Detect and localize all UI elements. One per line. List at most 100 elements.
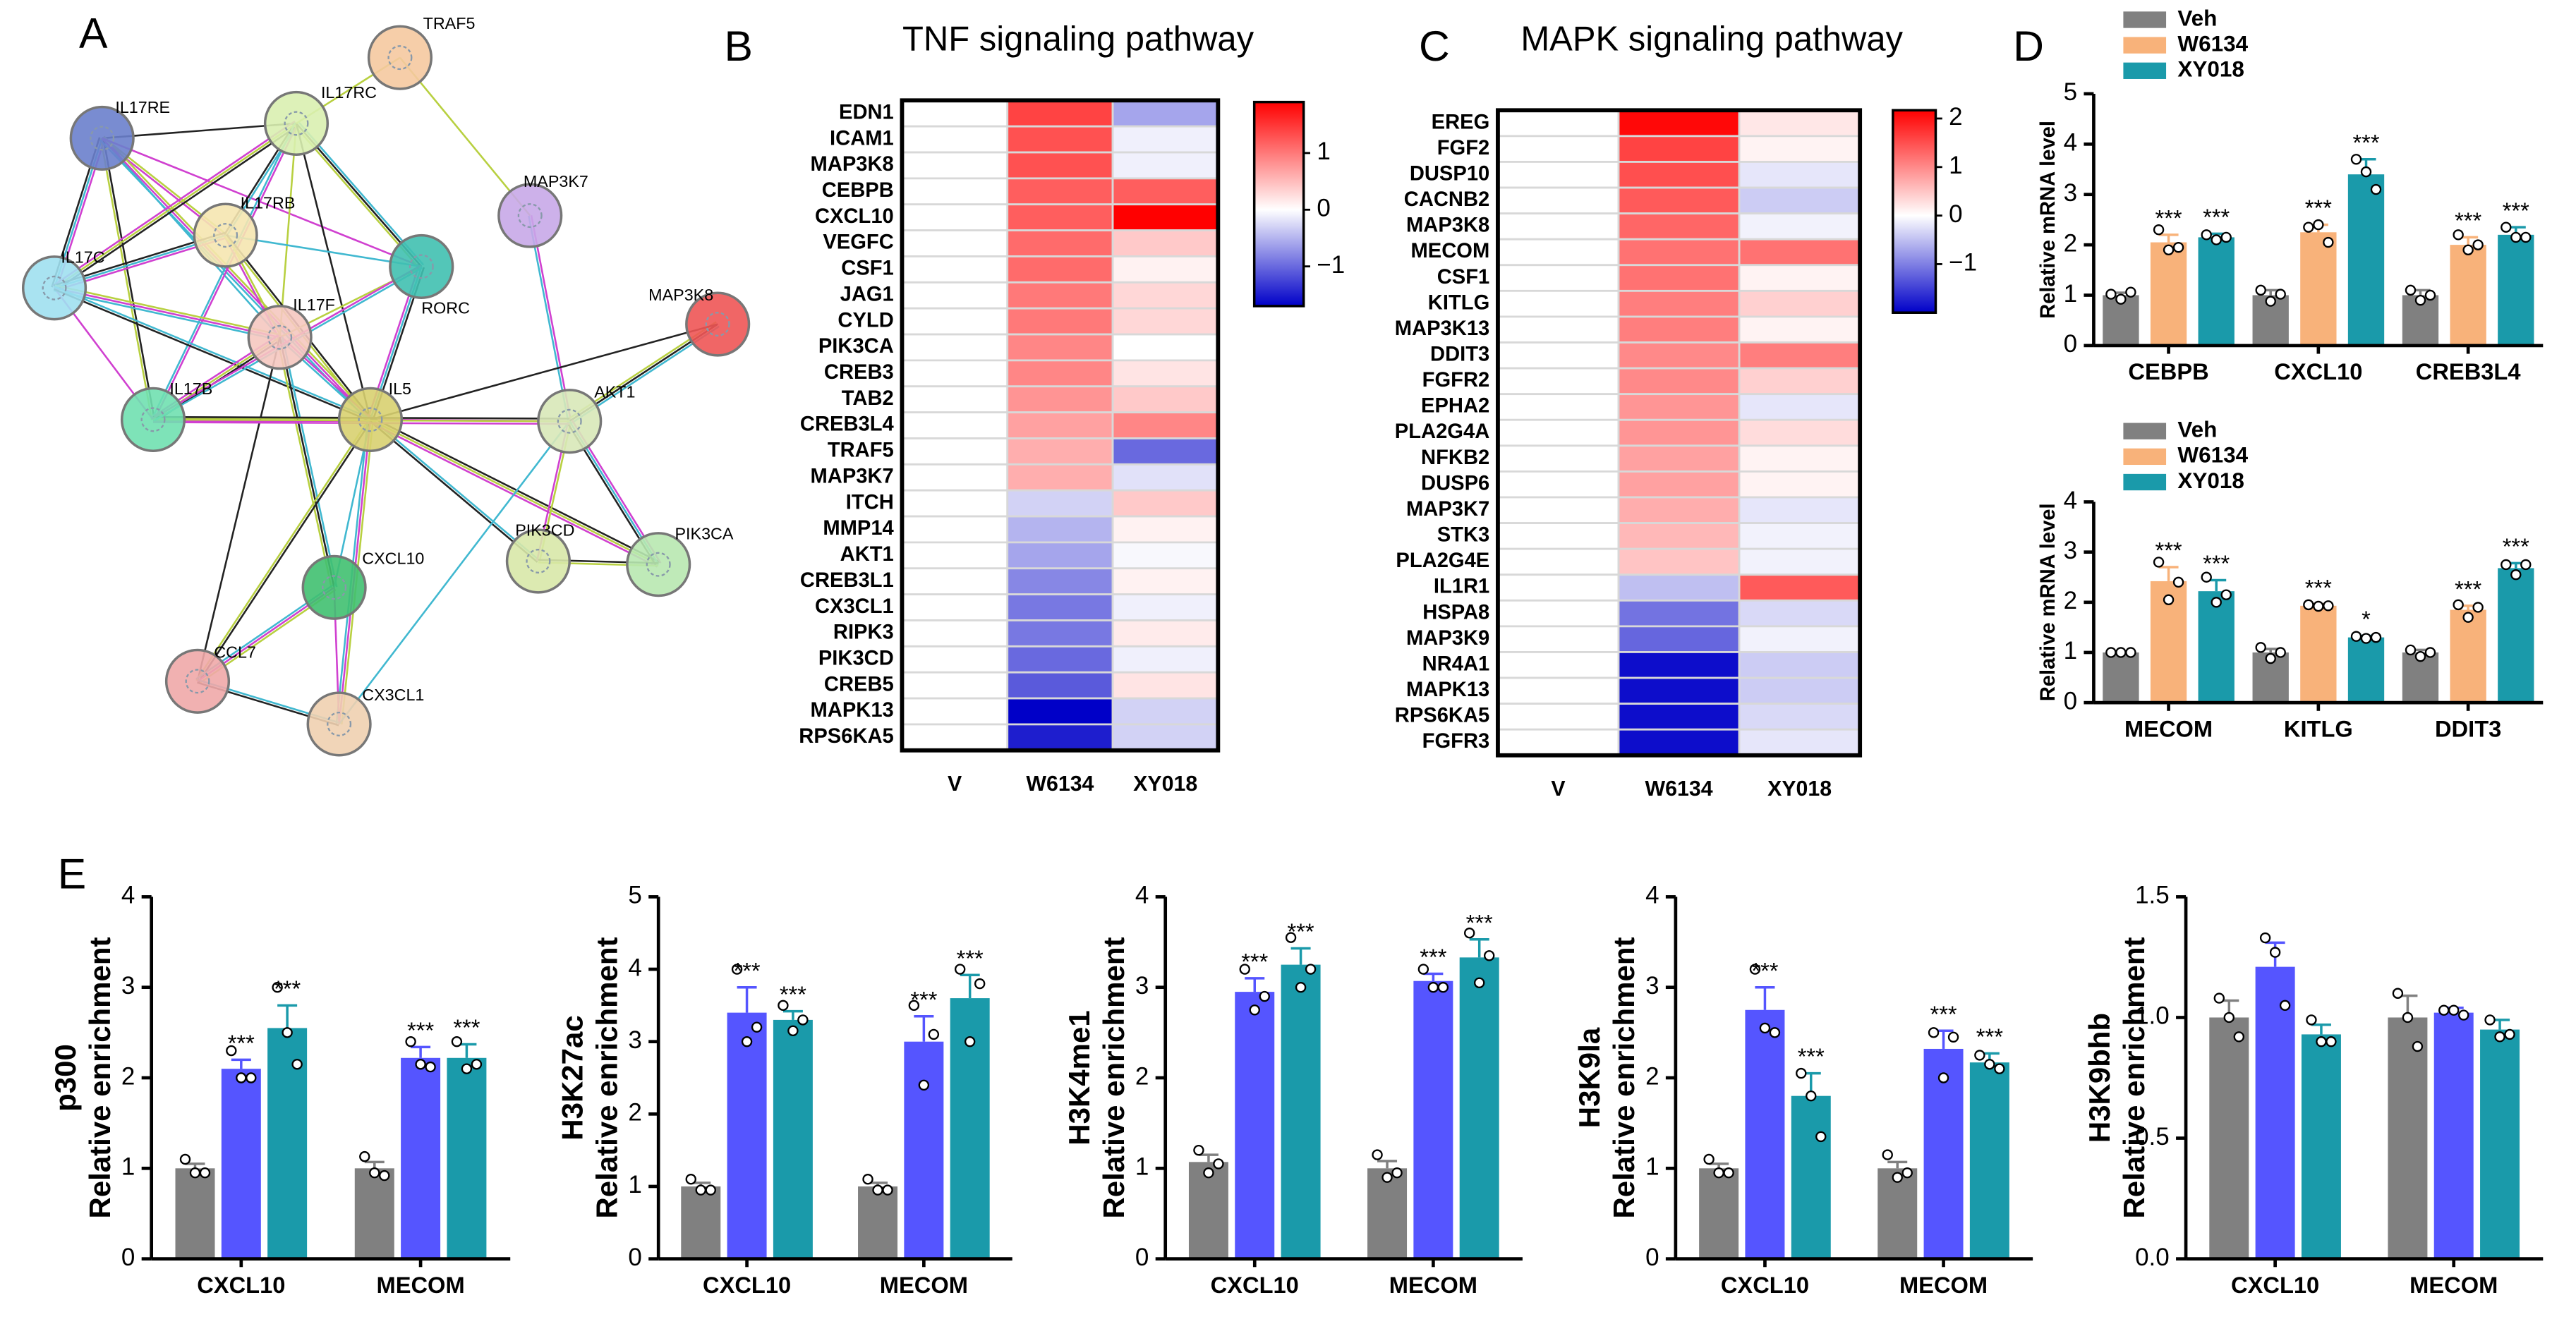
heatmap-cell [1738, 625, 1861, 653]
network-edge [198, 420, 373, 683]
network-edge [102, 138, 156, 420]
y-axis-label: H3K27ac [555, 1015, 588, 1140]
bar [175, 1168, 215, 1259]
data-point [2484, 1014, 2496, 1026]
significance-label: *** [1288, 918, 1314, 945]
colorbar [1892, 109, 1937, 314]
data-point [2306, 1014, 2317, 1026]
network-node-label: AKT1 [594, 383, 635, 401]
heatmap-cell [1738, 651, 1861, 679]
row-label: VEGFC [823, 231, 893, 254]
heatmap-cell [1496, 367, 1620, 396]
heatmap-cell [901, 151, 1009, 180]
network-node [685, 291, 751, 357]
data-point [1372, 1149, 1383, 1160]
data-point [1305, 964, 1317, 975]
data-point [189, 1167, 201, 1179]
heatmap-cell [1111, 645, 1219, 674]
heatmap-cell [901, 229, 1009, 257]
bar [681, 1186, 721, 1259]
network-edge [99, 138, 153, 420]
network-edge [370, 418, 659, 566]
heatmap-cell [901, 411, 1009, 439]
data-point [1892, 1172, 1903, 1183]
significance-label: *** [2305, 574, 2332, 600]
heatmap-cell [1111, 515, 1219, 544]
row-label: FGFR2 [1422, 369, 1490, 391]
x-tick-label: CEBPB [2128, 358, 2208, 384]
heatmap-cell [1111, 359, 1219, 388]
data-point [272, 982, 283, 993]
y-tick-label: 4 [2064, 129, 2077, 157]
heatmap-cell [1111, 567, 1219, 596]
heatmap-cell [1496, 135, 1620, 163]
heatmap-cell [1006, 307, 1114, 336]
heatmap-cell [1738, 418, 1861, 447]
y-tick-label: 2 [2064, 587, 2077, 614]
bar [1877, 1168, 1918, 1259]
row-label: PLA2G4E [1396, 549, 1489, 572]
data-point [2438, 1004, 2450, 1016]
data-point [2105, 289, 2117, 300]
network-node [164, 648, 231, 714]
node-structure [185, 669, 210, 694]
network-edge [279, 123, 298, 338]
bar [2301, 1034, 2341, 1259]
heatmap-cell [1496, 522, 1620, 550]
data-point [2424, 289, 2436, 301]
data-point [2201, 571, 2212, 583]
network-edge [101, 138, 281, 339]
heatmap-cell [1496, 573, 1620, 602]
y-tick-label: 0.0 [2135, 1244, 2170, 1271]
heatmap-cell [1617, 341, 1741, 370]
network-edge [103, 135, 373, 419]
y-tick-label: 3 [1135, 972, 1149, 1000]
y-tick-label: 0 [628, 1244, 641, 1271]
data-point [787, 1025, 799, 1036]
data-point [2412, 1040, 2424, 1052]
network-edge [54, 286, 372, 420]
data-point [369, 1167, 380, 1179]
y-tick-label: 0 [1645, 1244, 1659, 1271]
data-point [226, 1045, 237, 1057]
significance-label: *** [910, 986, 937, 1012]
heatmap-cell [1111, 281, 1219, 310]
data-point [2414, 294, 2426, 306]
data-point [731, 964, 743, 975]
heatmap-cell [901, 125, 1009, 154]
data-point [179, 1153, 191, 1165]
significance-label: *** [1420, 944, 1446, 970]
column-label: V [948, 772, 962, 796]
panel-letter: D [2013, 22, 2044, 70]
node-structure [517, 203, 543, 229]
row-label: DUSP6 [1421, 472, 1489, 494]
network-node-label: MAP3K8 [648, 286, 713, 304]
network-node [193, 202, 258, 268]
heatmap-cell [1738, 573, 1861, 602]
heatmap-cell [1006, 541, 1114, 570]
data-point [954, 964, 966, 975]
data-point [797, 1014, 809, 1026]
bar [2255, 966, 2295, 1259]
heatmap-cell [1496, 599, 1620, 628]
network-edge [196, 336, 281, 682]
heatmap-cell [1006, 151, 1114, 180]
network-node-label: IL17RB [241, 193, 296, 212]
y-axis-label: Relative enrichment [1097, 937, 1130, 1218]
heatmap-cell [1617, 418, 1741, 447]
data-point [1713, 1167, 1724, 1179]
network-node [505, 528, 571, 594]
heatmap-cell [901, 177, 1009, 206]
heatmap-cell [1738, 496, 1861, 524]
heatmap-cell [901, 385, 1009, 414]
heatmap-cell [1006, 177, 1114, 206]
network-node-label: PIK3CA [675, 524, 734, 542]
heatmap-cell [1496, 238, 1620, 267]
data-point [2448, 1004, 2460, 1016]
data-point [425, 1061, 436, 1073]
colorbar-tick-label: 2 [1949, 103, 1962, 130]
heatmap-cell [1006, 359, 1114, 388]
data-point [2223, 1012, 2235, 1024]
x-tick-label: CXCL10 [1721, 1272, 1809, 1298]
